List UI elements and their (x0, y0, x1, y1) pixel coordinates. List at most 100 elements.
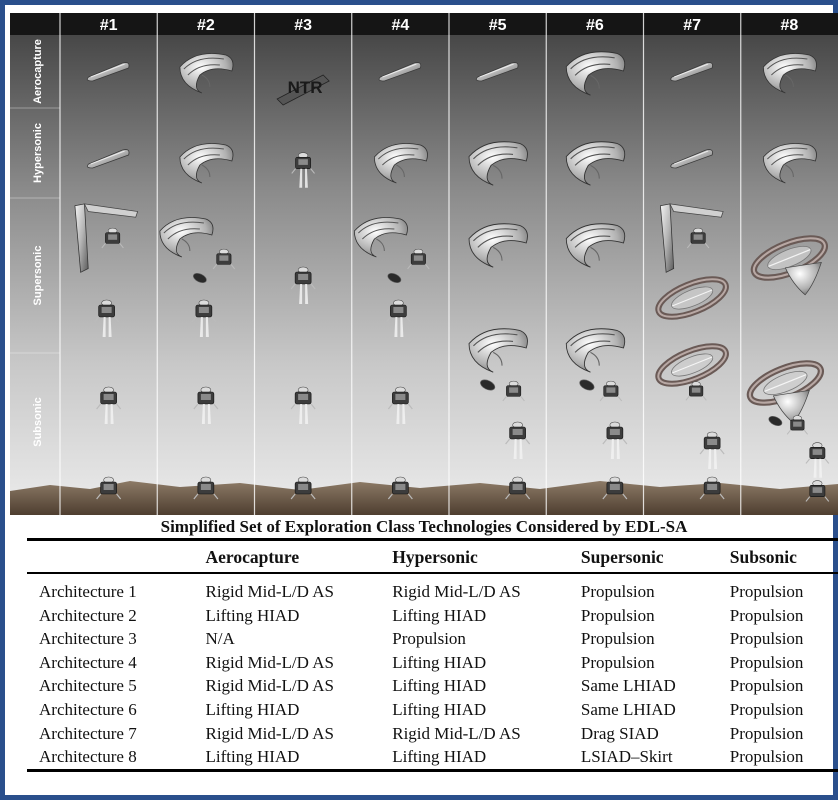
propulsive-lander-icon (505, 476, 531, 500)
lifting-hiad-icon (762, 143, 817, 184)
header-cell-subsonic: Subsonic (729, 547, 797, 567)
lifting-hiad-icon (762, 53, 817, 94)
cell-aerocapture: Rigid Mid-L/D AS (205, 582, 334, 601)
ntr-vehicle: NTR (276, 74, 330, 106)
cell-hypersonic: Lifting HIAD (392, 747, 487, 767)
table-row: Architecture 3 N/A Propulsion Propulsion… (27, 627, 838, 651)
lifting-hiad-icon (468, 328, 528, 373)
lifting-hiad-icon (468, 141, 528, 186)
ntr-label: NTR (288, 78, 323, 97)
header-cell-hypersonic: Hypersonic (392, 547, 478, 567)
propulsive-lander-icon (193, 386, 219, 424)
header-cell-blank (27, 540, 206, 574)
propulsive-lander-icon (602, 421, 628, 459)
propulsive-lander-icon (290, 266, 316, 304)
rigid-aeroshell-icon (378, 62, 422, 82)
table-row: Architecture 4 Rigid Mid-L/D AS Lifting … (27, 651, 838, 675)
propulsive-lander-icon (685, 381, 707, 401)
propulsive-lander-icon (502, 380, 525, 402)
phase-label: Supersonic (32, 246, 44, 306)
propulsive-lander-icon (699, 476, 725, 500)
cell-supersonic: Propulsion (580, 605, 655, 625)
row-label: Architecture 6 (39, 699, 137, 719)
cell-supersonic: Propulsion (580, 652, 655, 672)
heatshield-debris-icon (480, 379, 496, 391)
propulsive-lander-icon (387, 386, 413, 424)
supersonic-iad-icon (655, 276, 729, 320)
propulsive-lander-icon (387, 476, 413, 500)
column-header-label: #6 (586, 17, 604, 34)
propulsive-lander-icon (96, 476, 122, 500)
cell-supersonic: Propulsion (580, 629, 655, 649)
cell-subsonic: Propulsion (729, 747, 804, 767)
row-label: Architecture 1 (39, 582, 137, 601)
column-header-label: #3 (294, 17, 312, 34)
table-row: Architecture 7 Rigid Mid-L/D AS Rigid Mi… (27, 722, 838, 746)
skirt-cone-icon (784, 261, 822, 296)
cell-subsonic: Propulsion (729, 676, 804, 696)
row-label: Architecture 4 (39, 652, 137, 672)
lifting-hiad-icon (565, 141, 626, 186)
separated-aeroshell-icon (660, 203, 724, 273)
row-label: Architecture 2 (39, 605, 137, 625)
heatshield-debris-icon (193, 273, 207, 283)
cell-subsonic: Propulsion (729, 629, 804, 649)
rigid-aeroshell-icon (86, 149, 130, 169)
table-row: Architecture 2 Lifting HIAD Lifting HIAD… (27, 604, 838, 628)
column-header-label: #4 (391, 17, 409, 34)
table-row: Architecture 5 Rigid Mid-L/D AS Lifting … (27, 674, 838, 698)
header-cell-aerocapture: Aerocapture (205, 547, 300, 567)
propulsive-lander-icon (599, 380, 623, 402)
propulsive-lander-icon (505, 421, 531, 459)
cell-aerocapture: N/A (205, 629, 235, 649)
cell-hypersonic: Rigid Mid-L/D AS (392, 582, 521, 601)
rigid-aeroshell-icon (670, 149, 713, 169)
row-label: Architecture 3 (39, 629, 137, 649)
cell-aerocapture: Lifting HIAD (205, 605, 300, 625)
cell-hypersonic: Propulsion (392, 629, 466, 649)
cell-subsonic: Propulsion (729, 699, 804, 719)
cell-hypersonic: Rigid Mid-L/D AS (392, 723, 521, 743)
lifting-hiad-icon (179, 53, 234, 94)
column-header-label: #8 (780, 17, 798, 34)
cell-subsonic: Propulsion (729, 723, 804, 743)
column-header-label: #2 (197, 17, 215, 34)
cell-subsonic: Propulsion (729, 652, 804, 672)
propulsive-lander-icon (290, 476, 316, 500)
separated-aeroshell-icon (74, 203, 139, 273)
column-header-bar (10, 13, 838, 35)
table-row: Architecture 1 Rigid Mid-L/D AS Rigid Mi… (27, 573, 838, 604)
row-label: Architecture 5 (39, 676, 137, 696)
propulsive-lander-icon (786, 415, 808, 435)
technology-table: Aerocapture Hypersonic Supersonic Subson… (27, 538, 838, 772)
lifting-hiad-icon (373, 143, 428, 184)
heatshield-debris-icon (387, 273, 402, 283)
propulsive-lander-icon (96, 386, 122, 424)
phase-label: Aerocapture (32, 39, 44, 104)
cell-supersonic: Drag SIAD (580, 723, 659, 743)
lifting-hiad-icon (353, 217, 408, 258)
propulsive-lander-icon (212, 248, 236, 270)
cell-supersonic: Same LHIAD (580, 699, 676, 719)
propulsive-lander-icon (699, 431, 725, 469)
propulsive-lander-icon (407, 248, 430, 270)
row-label: Architecture 7 (39, 723, 137, 743)
cell-aerocapture: Rigid Mid-L/D AS (205, 723, 334, 743)
row-label: Architecture 8 (39, 747, 137, 767)
edl-architecture-diagram: #1 #2 #3 #4 #5 #6 #7 #8 Aerocapture Hypersonic Su… (10, 13, 838, 515)
cell-aerocapture: Lifting HIAD (205, 747, 300, 767)
propulsive-lander-icon (805, 480, 830, 502)
rigid-aeroshell-icon (86, 62, 130, 82)
propulsive-lander-icon (385, 299, 411, 337)
lifting-hiad-icon (159, 217, 214, 258)
propulsive-lander-icon (290, 386, 316, 424)
cell-hypersonic: Lifting HIAD (392, 699, 487, 719)
table-row: Architecture 6 Lifting HIAD Lifting HIAD… (27, 698, 838, 722)
table-row: Architecture 8 Lifting HIAD Lifting HIAD… (27, 745, 838, 771)
figure-frame: #1 #2 #3 #4 #5 #6 #7 #8 Aerocapture Hypersonic Su… (5, 5, 838, 795)
phase-label: Hypersonic (32, 123, 44, 183)
cell-hypersonic: Lifting HIAD (392, 676, 487, 696)
propulsive-lander-icon (602, 476, 628, 500)
ground-terrain (10, 481, 838, 515)
lifting-hiad-icon (179, 143, 234, 184)
